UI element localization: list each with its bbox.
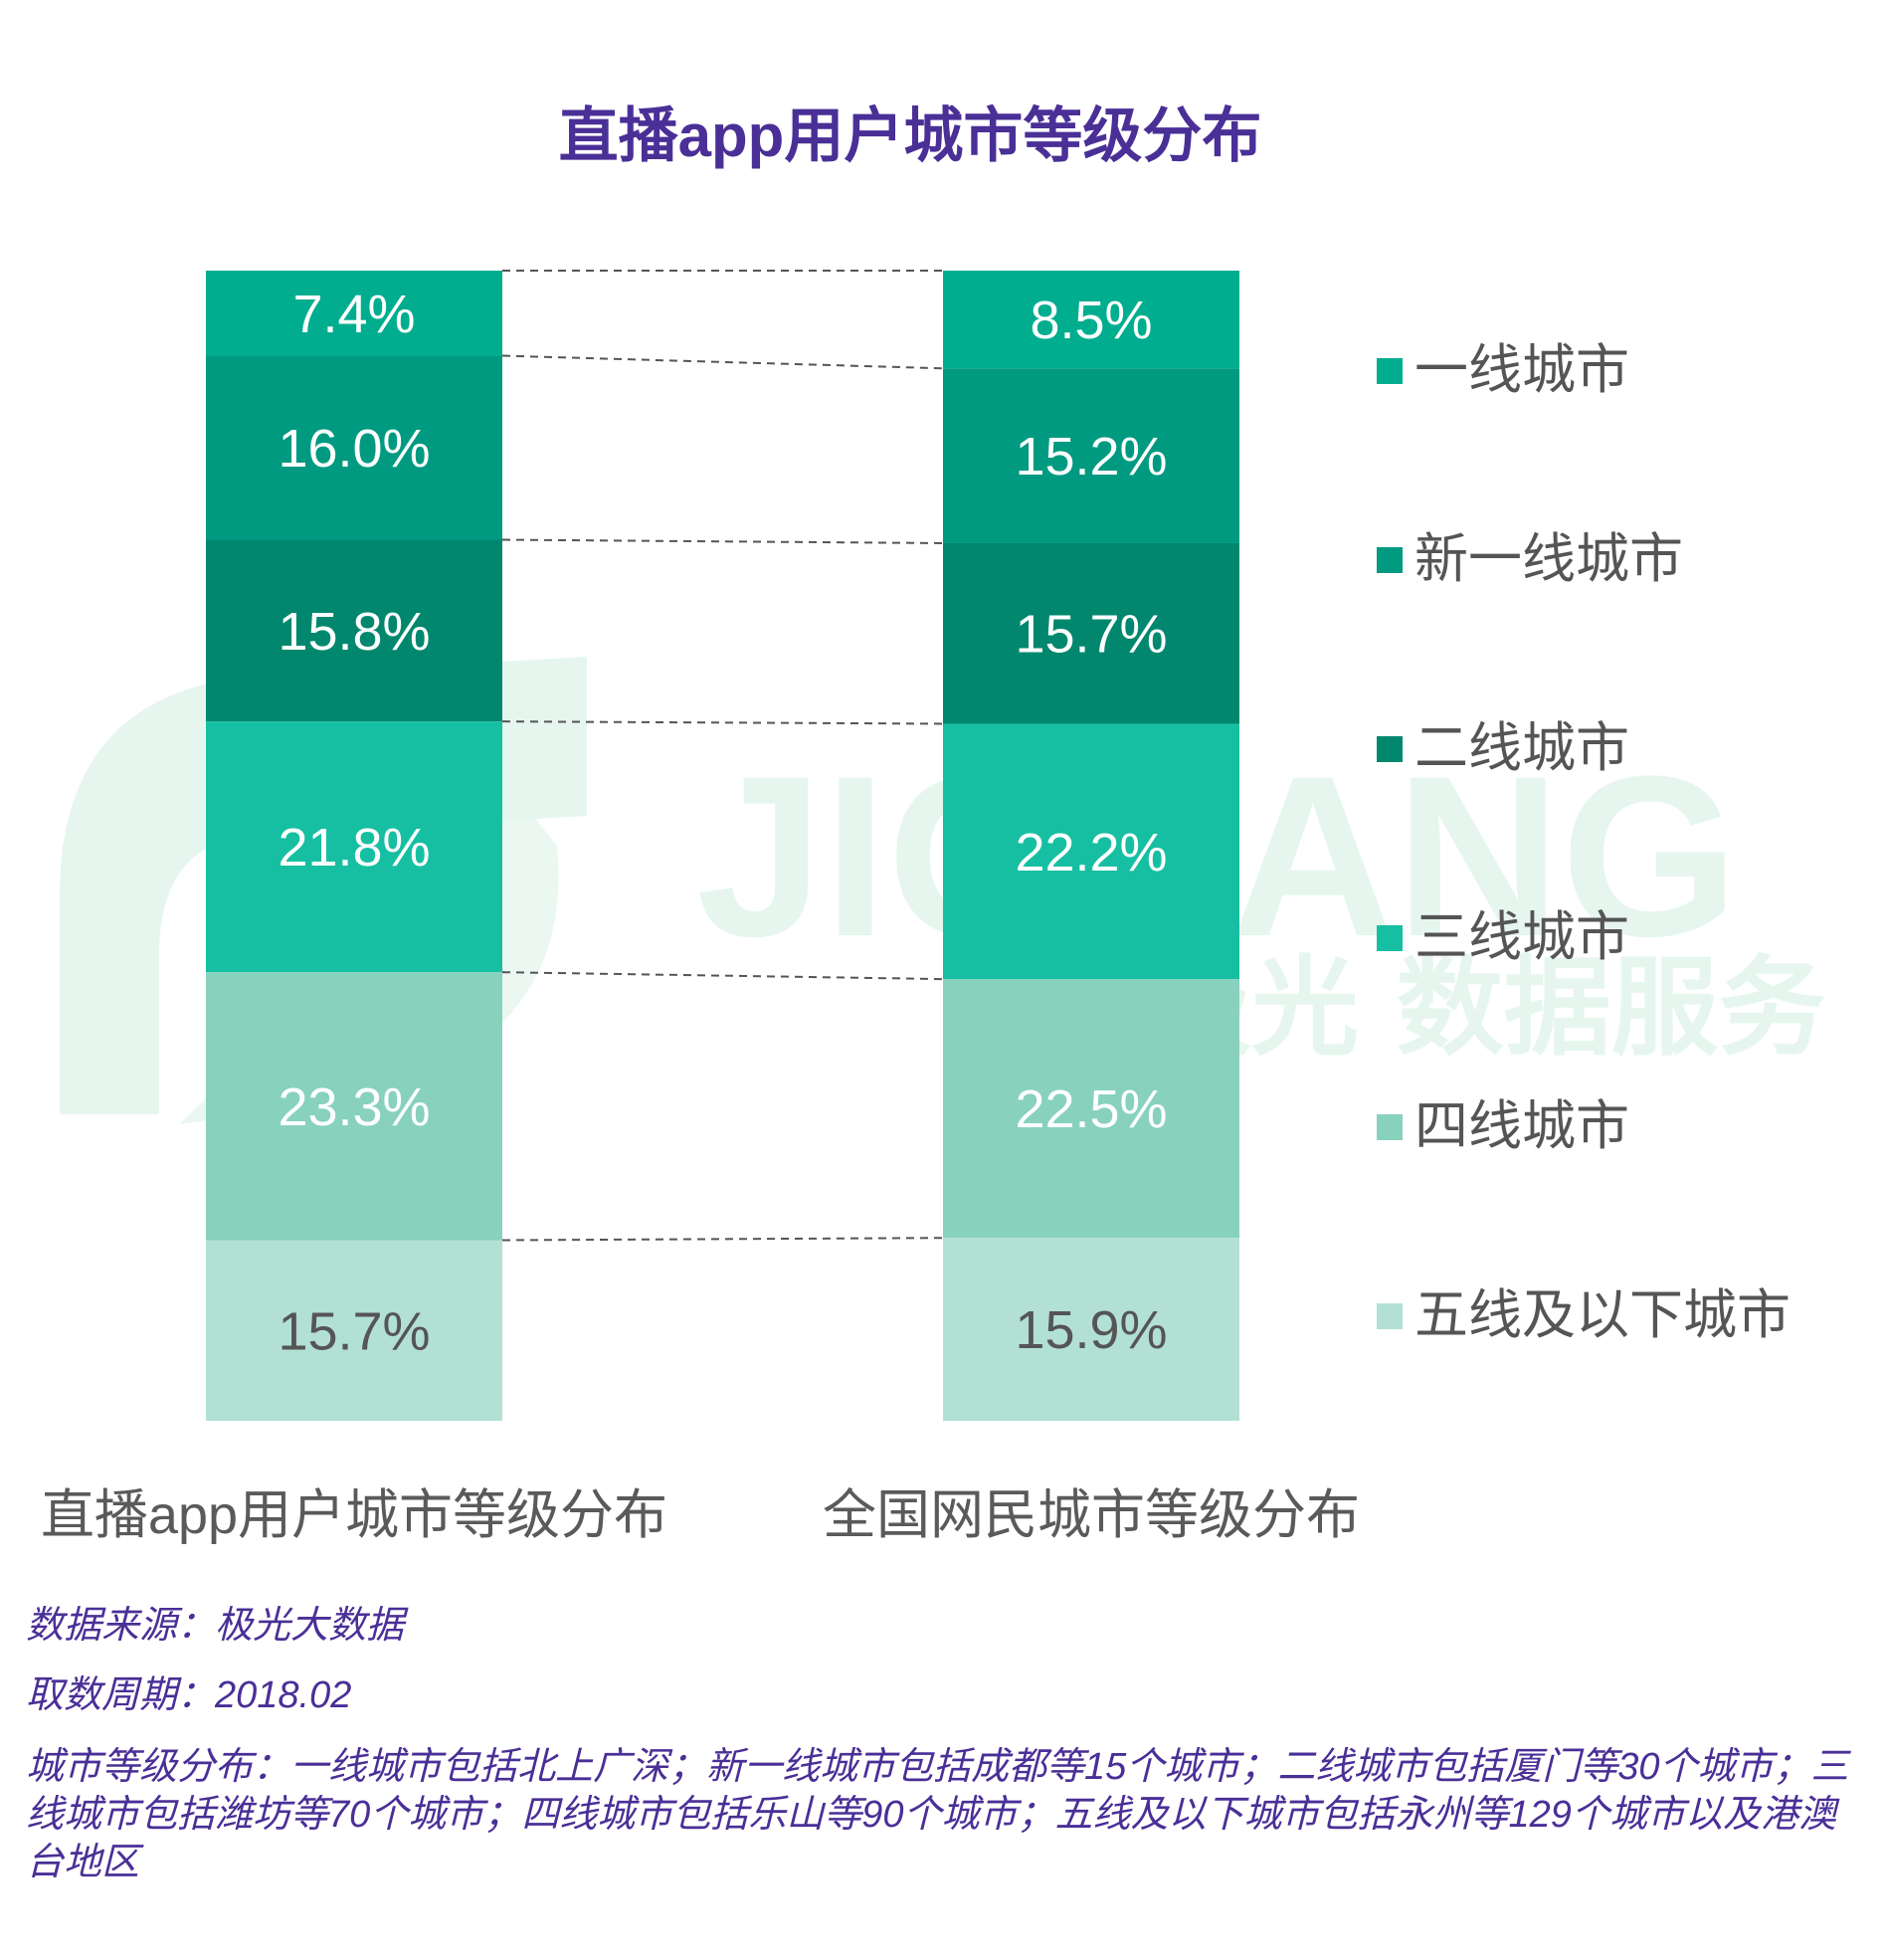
data-label-1-0: 8.5% bbox=[1030, 291, 1152, 350]
data-label-0-0: 7.4% bbox=[292, 285, 415, 344]
legend-swatch bbox=[1377, 925, 1403, 951]
legend-swatch bbox=[1377, 547, 1403, 573]
footnote-source: 数据来源：极光大数据 bbox=[26, 1605, 405, 1647]
category-label-national-netizens: 全国网民城市等级分布 bbox=[823, 1485, 1360, 1545]
bar-segment-1-3 bbox=[943, 723, 1239, 980]
legend-label: 三线城市 bbox=[1414, 907, 1629, 967]
bar-segment-1-5 bbox=[943, 1238, 1239, 1421]
bar-segment-0-5 bbox=[206, 1240, 502, 1421]
data-label-0-3: 21.8% bbox=[278, 818, 430, 878]
legend-label: 新一线城市 bbox=[1414, 529, 1683, 589]
connector-line-1 bbox=[501, 354, 944, 370]
connector-line-2 bbox=[501, 538, 944, 544]
legend-label: 四线城市 bbox=[1414, 1096, 1629, 1156]
data-label-0-1: 16.0% bbox=[278, 419, 430, 479]
legend-swatch bbox=[1377, 1114, 1403, 1140]
bar-segment-0-1 bbox=[206, 355, 502, 540]
bar-segment-1-2 bbox=[943, 542, 1239, 724]
footnote-period: 取数周期：2018.02 bbox=[26, 1674, 352, 1716]
stacked-bar-chart: 7.4% 8.5% 16.0% 15.2% 15.8% 15.7% 21.8% 22.2% 23… bbox=[206, 270, 1239, 1421]
data-label-1-2: 15.7% bbox=[1015, 605, 1167, 665]
category-label-app-users: 直播app用户城市等级分布 bbox=[40, 1485, 668, 1545]
bar-segment-0-3 bbox=[206, 721, 502, 973]
connector-line-4 bbox=[501, 971, 944, 981]
connector-line-5 bbox=[501, 1237, 944, 1242]
legend-swatch bbox=[1377, 736, 1403, 762]
bar-segment-0-2 bbox=[206, 539, 502, 722]
data-label-0-4: 23.3% bbox=[278, 1078, 430, 1137]
legend-swatch bbox=[1377, 358, 1403, 384]
bar-segment-1-0 bbox=[943, 271, 1239, 369]
connector-line-3 bbox=[501, 720, 944, 725]
data-label-1-4: 22.5% bbox=[1015, 1079, 1167, 1139]
bar-segment-1-1 bbox=[943, 368, 1239, 543]
legend-label: 五线及以下城市 bbox=[1414, 1285, 1790, 1345]
bar-segment-0-0 bbox=[206, 271, 502, 356]
bar-segment-0-4 bbox=[206, 972, 502, 1241]
footnote-definition: 城市等级分布：一线城市包括北上广深；新一线城市包括成都等15个城市；二线城市包括… bbox=[26, 1746, 1849, 1883]
data-label-1-1: 15.2% bbox=[1015, 427, 1167, 487]
data-label-0-5: 15.7% bbox=[278, 1301, 430, 1361]
data-label-1-5: 15.9% bbox=[1015, 1300, 1167, 1360]
legend-label: 二线城市 bbox=[1414, 718, 1629, 778]
bar-segment-1-4 bbox=[943, 979, 1239, 1239]
data-label-1-3: 22.2% bbox=[1015, 823, 1167, 882]
legend-swatch bbox=[1377, 1303, 1403, 1329]
data-label-0-2: 15.8% bbox=[278, 602, 430, 662]
legend-label: 一线城市 bbox=[1414, 340, 1629, 400]
chart-title: 直播app用户城市等级分布 bbox=[558, 102, 1262, 169]
